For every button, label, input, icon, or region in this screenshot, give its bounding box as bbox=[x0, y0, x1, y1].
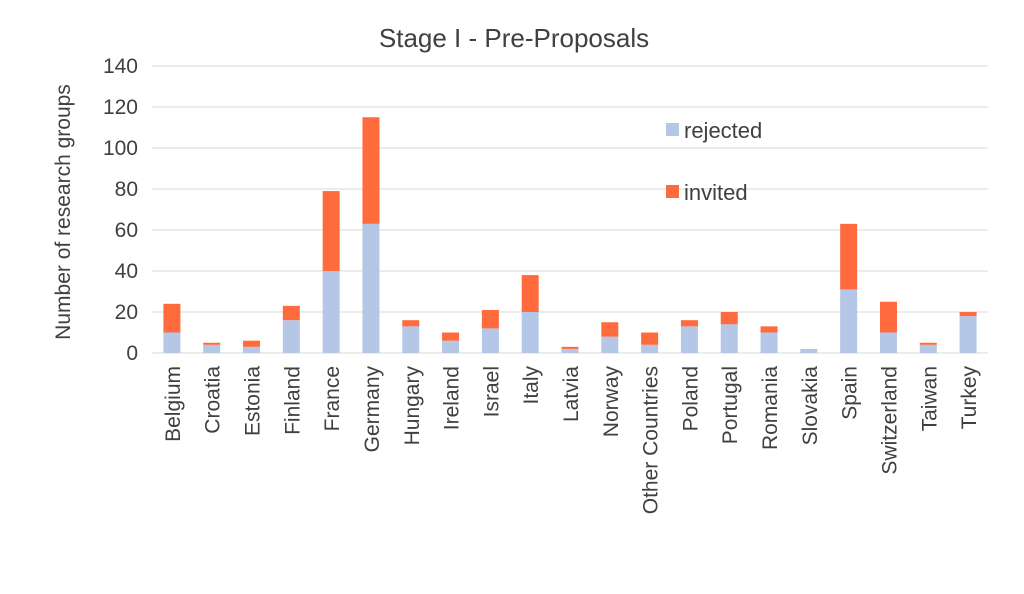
bar-invited bbox=[760, 326, 778, 333]
legend-swatch-rejected bbox=[666, 123, 679, 136]
bar-rejected bbox=[840, 289, 858, 353]
x-tick-label: Ireland bbox=[441, 366, 464, 430]
x-tick-label: Portugal bbox=[719, 366, 742, 444]
x-tick-label: France bbox=[321, 366, 344, 431]
y-tick-label: 100 bbox=[103, 137, 138, 160]
bar-rejected bbox=[561, 348, 579, 353]
bar-rejected bbox=[521, 312, 539, 353]
legend-label-rejected: rejected bbox=[684, 118, 762, 143]
y-tick-label: 140 bbox=[103, 55, 138, 78]
bar-rejected bbox=[959, 316, 977, 353]
x-tick-label: Romania bbox=[759, 366, 782, 450]
x-tick-label: Hungary bbox=[401, 366, 424, 446]
x-tick-label: Norway bbox=[600, 366, 623, 438]
bar-invited bbox=[641, 332, 659, 345]
x-tick-label: Switzerland bbox=[878, 366, 901, 475]
bar-rejected bbox=[243, 346, 261, 353]
bar-rejected bbox=[481, 328, 499, 353]
bar-rejected bbox=[680, 326, 698, 353]
y-tick-label: 20 bbox=[115, 301, 138, 324]
x-tick-label: Italy bbox=[520, 366, 543, 405]
x-tick-label: Poland bbox=[679, 366, 702, 431]
y-axis-ticks: 0 20 40 60 80 100 120 140 bbox=[103, 55, 138, 365]
x-tick-label: Turkey bbox=[958, 366, 981, 430]
bar-invited bbox=[959, 312, 977, 317]
x-tick-label: Taiwan bbox=[918, 366, 941, 431]
bars bbox=[163, 117, 977, 353]
bar-rejected bbox=[163, 332, 181, 353]
bar-invited bbox=[442, 332, 460, 341]
bar-invited bbox=[243, 340, 261, 347]
bar-invited bbox=[203, 342, 221, 345]
y-tick-label: 40 bbox=[115, 260, 138, 283]
bar-rejected bbox=[442, 340, 460, 353]
bar-invited bbox=[680, 320, 698, 327]
bar-invited bbox=[521, 275, 539, 312]
x-tick-label: Belgium bbox=[162, 366, 185, 442]
x-tick-label: Latvia bbox=[560, 366, 583, 422]
bar-invited bbox=[601, 322, 619, 337]
bar-invited bbox=[163, 303, 181, 333]
bar-invited bbox=[362, 117, 380, 224]
x-tick-label: Germany bbox=[361, 366, 384, 453]
bar-rejected bbox=[879, 332, 897, 353]
y-tick-label: 80 bbox=[115, 178, 138, 201]
y-tick-label: 60 bbox=[115, 219, 138, 242]
y-tick-label: 0 bbox=[126, 342, 138, 365]
y-axis-label: Number of research groups bbox=[52, 84, 75, 340]
bar-rejected bbox=[760, 332, 778, 353]
bar-rejected bbox=[601, 336, 619, 353]
bar-invited bbox=[720, 312, 738, 325]
chart-title: Stage I - Pre-Proposals bbox=[379, 23, 649, 53]
bar-invited bbox=[879, 301, 897, 333]
x-tick-label: Spain bbox=[839, 366, 862, 420]
bar-invited bbox=[561, 346, 579, 349]
x-tick-label: Slovakia bbox=[799, 366, 822, 446]
bar-invited bbox=[840, 223, 858, 290]
x-axis-ticks: Belgium Croatia Estonia Finland France German… bbox=[162, 366, 981, 515]
x-tick-label: Israel bbox=[480, 366, 503, 417]
x-tick-label: Other Countries bbox=[640, 366, 663, 514]
bar-rejected bbox=[800, 348, 818, 353]
bar-rejected bbox=[720, 324, 738, 353]
x-tick-label: Finland bbox=[281, 366, 304, 435]
bar-rejected bbox=[322, 271, 340, 353]
legend-swatch-invited bbox=[666, 185, 679, 198]
bar-rejected bbox=[203, 344, 221, 353]
bar-rejected bbox=[282, 320, 300, 353]
bar-invited bbox=[402, 320, 420, 327]
bar-invited bbox=[481, 309, 499, 329]
gridlines bbox=[152, 65, 988, 354]
y-tick-label: 120 bbox=[103, 96, 138, 119]
bar-rejected bbox=[641, 344, 659, 353]
bar-rejected bbox=[362, 223, 380, 353]
x-tick-label: Croatia bbox=[202, 366, 225, 434]
bar-invited bbox=[322, 191, 340, 271]
bar-rejected bbox=[402, 326, 420, 353]
x-tick-label: Estonia bbox=[242, 366, 265, 436]
bar-invited bbox=[282, 305, 300, 321]
legend-label-invited: invited bbox=[684, 180, 748, 205]
bar-invited bbox=[919, 342, 937, 345]
legend: rejected invited bbox=[666, 118, 762, 205]
bar-rejected bbox=[919, 344, 937, 353]
